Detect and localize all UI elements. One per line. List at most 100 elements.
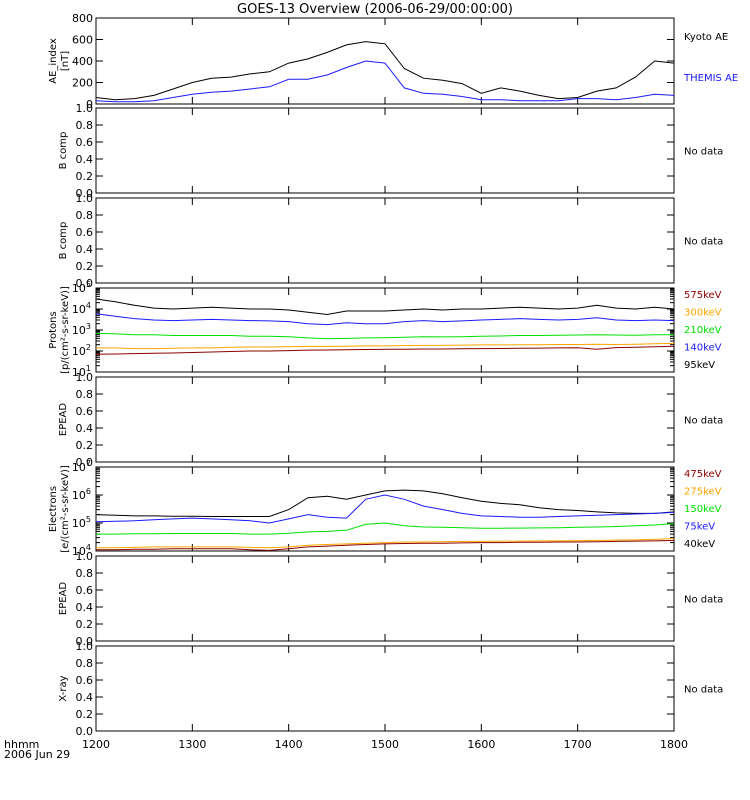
series-line-475kev (96, 539, 675, 551)
legend-entry: 575keV (684, 290, 722, 301)
legend-entry: 95keV (684, 360, 715, 371)
y-tick-label: 0.4 (76, 243, 94, 256)
panel-ae (95, 17, 675, 105)
y-tick-label: 0.8 (76, 119, 94, 132)
series-line-40kev (95, 489, 675, 517)
legend-entry: 475keV (684, 469, 722, 480)
y-tick-label: 0.0 (76, 456, 94, 469)
no-data-label: No data (684, 237, 723, 248)
y-tick-label: 0.6 (76, 405, 94, 418)
y-tick-label: 0.8 (76, 657, 94, 670)
panel-bcomp1 (95, 107, 675, 194)
series-line-300kev (96, 342, 675, 350)
x-axis-date: 2006 Jun 29 (4, 748, 70, 761)
y-tick-exponent: 1 (86, 364, 91, 373)
panel-frame (95, 107, 675, 194)
series-line-themis-ae (95, 60, 675, 103)
no-data-label: No data (684, 147, 723, 158)
y-axis-label: Protons (48, 311, 59, 348)
y-tick-label: 0.6 (76, 136, 94, 149)
y-tick-label: 102 (72, 343, 91, 358)
y-tick-label: 1.0 (76, 371, 94, 384)
y-tick-label: 0.0 (76, 187, 94, 200)
y-tick-label: 1.0 (76, 550, 94, 563)
y-tick-label: 600 (72, 34, 93, 47)
panel-frame (95, 197, 675, 284)
y-tick-label: 800 (72, 12, 93, 25)
panel-frame (95, 376, 675, 463)
x-tick-label: 1600 (467, 738, 495, 751)
y-axis-label: Electrons (48, 486, 59, 532)
y-tick-exponent: 5 (86, 280, 91, 289)
y-axis-unit: [e/(cm²-s-sr-keV)] (60, 465, 71, 553)
panel-bcomp2 (95, 197, 675, 284)
y-tick-label: 105 (72, 515, 91, 530)
y-tick-label: 400 (72, 55, 93, 68)
panel-frame (95, 555, 675, 642)
y-tick-label: 0.0 (76, 635, 94, 648)
y-tick-label: 200 (72, 77, 93, 90)
legend-entry: 75keV (684, 522, 715, 533)
y-tick-exponent: 2 (86, 343, 91, 352)
panel-frame (95, 466, 675, 552)
no-data-label: No data (684, 595, 723, 606)
y-axis-label: B comp (58, 132, 69, 170)
x-tick-label: 1400 (275, 738, 303, 751)
legend-entry: Kyoto AE (684, 32, 728, 43)
panel-epead2 (95, 555, 675, 642)
panel-epead1 (95, 376, 675, 463)
panel-frame (95, 645, 675, 732)
panel-electrons (95, 466, 675, 552)
y-tick-label: 1.0 (76, 640, 94, 653)
series-line-150kev (96, 522, 675, 535)
y-tick-label: 0.8 (76, 209, 94, 222)
y-tick-label: 105 (72, 280, 91, 295)
legend-entry: 275keV (684, 487, 722, 498)
y-tick-exponent: 5 (86, 515, 91, 524)
y-tick-label: 0.6 (76, 226, 94, 239)
y-tick-label: 0.2 (76, 260, 94, 273)
y-tick-exponent: 7 (86, 459, 91, 468)
panel-frame (95, 287, 675, 373)
no-data-label: No data (684, 416, 723, 427)
y-tick-label: 0.2 (76, 618, 94, 631)
y-axis-unit: [nT] (60, 51, 71, 71)
x-tick-label: 1700 (564, 738, 592, 751)
panel-frame (95, 17, 675, 105)
x-tick-label: 1800 (660, 738, 688, 751)
no-data-label: No data (684, 685, 723, 696)
y-tick-label: 104 (72, 301, 91, 316)
y-tick-label: 0.8 (76, 388, 94, 401)
panel-protons (95, 287, 675, 373)
series-line-kyoto-ae (95, 41, 675, 101)
y-tick-exponent: 4 (86, 543, 91, 552)
y-tick-exponent: 4 (86, 301, 91, 310)
y-axis-unit: [p/(cm²-s-sr-keV)] (60, 286, 71, 374)
x-tick-label: 1300 (178, 738, 206, 751)
x-tick-label: 1200 (82, 738, 110, 751)
y-tick-label: 1.0 (76, 192, 94, 205)
series-line-575kev (95, 345, 675, 355)
y-tick-label: 0.4 (76, 601, 94, 614)
legend-entry: 40keV (684, 539, 715, 550)
series-line-275kev (96, 538, 675, 549)
y-axis-label: AE_index (48, 38, 59, 84)
y-tick-label: 1.0 (76, 102, 94, 115)
chart-title: GOES-13 Overview (2006-06-29/00:00:00) (237, 2, 513, 17)
y-tick-label: 103 (72, 322, 91, 337)
y-tick-label: 0.2 (76, 708, 94, 721)
y-tick-label: 0.4 (76, 422, 94, 435)
legend-entry: 150keV (684, 504, 722, 515)
y-tick-label: 106 (72, 487, 91, 502)
series-line-95kev (95, 298, 675, 316)
legend-entry: 140keV (684, 343, 722, 354)
series-line-140kev (95, 313, 675, 326)
y-axis-label: EPEAD (58, 582, 69, 616)
y-tick-label: 0.4 (76, 153, 94, 166)
y-tick-label: 0.8 (76, 567, 94, 580)
y-tick-label: 107 (72, 459, 91, 474)
y-tick-label: 0.6 (76, 584, 94, 597)
y-tick-label: 0.0 (76, 277, 94, 290)
y-axis-label: X-ray (58, 675, 69, 701)
